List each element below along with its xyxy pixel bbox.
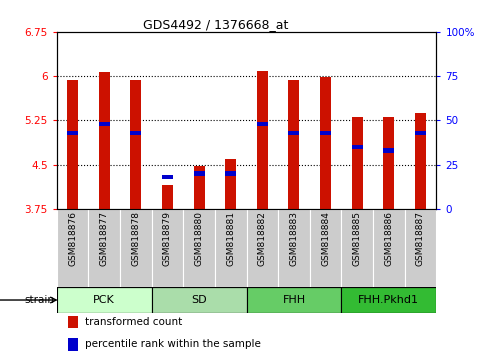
Text: GSM818882: GSM818882	[258, 211, 267, 266]
Bar	[152, 209, 183, 287]
Bar	[246, 287, 341, 313]
Text: PCK: PCK	[93, 295, 115, 305]
Bar	[57, 209, 88, 287]
Bar	[257, 72, 268, 209]
Bar	[120, 209, 152, 287]
Text: transformed count: transformed count	[85, 317, 182, 327]
Bar	[67, 131, 78, 135]
Bar	[310, 209, 341, 287]
Bar	[99, 72, 109, 209]
Bar	[341, 287, 436, 313]
Bar	[384, 117, 394, 209]
Bar	[88, 209, 120, 287]
Text: percentile rank within the sample: percentile rank within the sample	[85, 339, 261, 349]
Text: FHH.Pkhd1: FHH.Pkhd1	[358, 295, 420, 305]
Bar	[57, 287, 152, 313]
Bar	[215, 209, 246, 287]
Bar	[246, 209, 278, 287]
Bar	[415, 113, 426, 209]
Bar	[225, 171, 236, 176]
Bar	[130, 80, 141, 209]
Text: FHH: FHH	[282, 295, 306, 305]
Bar	[288, 80, 299, 209]
Text: GSM818877: GSM818877	[100, 211, 108, 266]
Text: GSM818878: GSM818878	[131, 211, 141, 266]
Bar	[67, 80, 78, 209]
Bar	[352, 117, 363, 209]
Bar	[288, 131, 299, 135]
Text: GSM818887: GSM818887	[416, 211, 425, 266]
Bar	[183, 209, 215, 287]
Bar	[384, 148, 394, 153]
Text: GSM818885: GSM818885	[352, 211, 362, 266]
Text: GSM818879: GSM818879	[163, 211, 172, 266]
Bar	[257, 122, 268, 126]
Bar	[320, 131, 331, 135]
Bar	[278, 209, 310, 287]
Bar	[194, 166, 205, 209]
Text: GSM818884: GSM818884	[321, 211, 330, 266]
Bar	[162, 185, 173, 209]
Bar	[194, 171, 205, 176]
Bar	[373, 209, 405, 287]
Text: GSM818886: GSM818886	[385, 211, 393, 266]
Text: GSM818876: GSM818876	[68, 211, 77, 266]
Bar	[130, 131, 141, 135]
Bar	[320, 77, 331, 209]
Bar	[162, 175, 173, 179]
Text: SD: SD	[191, 295, 207, 305]
Title: GDS4492 / 1376668_at: GDS4492 / 1376668_at	[143, 18, 289, 31]
Bar	[415, 131, 426, 135]
Bar	[152, 287, 246, 313]
Text: GSM818881: GSM818881	[226, 211, 235, 266]
Bar	[352, 145, 363, 149]
Bar	[405, 209, 436, 287]
Bar	[68, 338, 77, 350]
Bar	[225, 159, 236, 209]
Text: GSM818883: GSM818883	[289, 211, 298, 266]
Bar	[99, 122, 109, 126]
Bar	[341, 209, 373, 287]
Text: strain: strain	[24, 295, 54, 305]
Text: GSM818880: GSM818880	[195, 211, 204, 266]
Bar	[68, 316, 77, 329]
